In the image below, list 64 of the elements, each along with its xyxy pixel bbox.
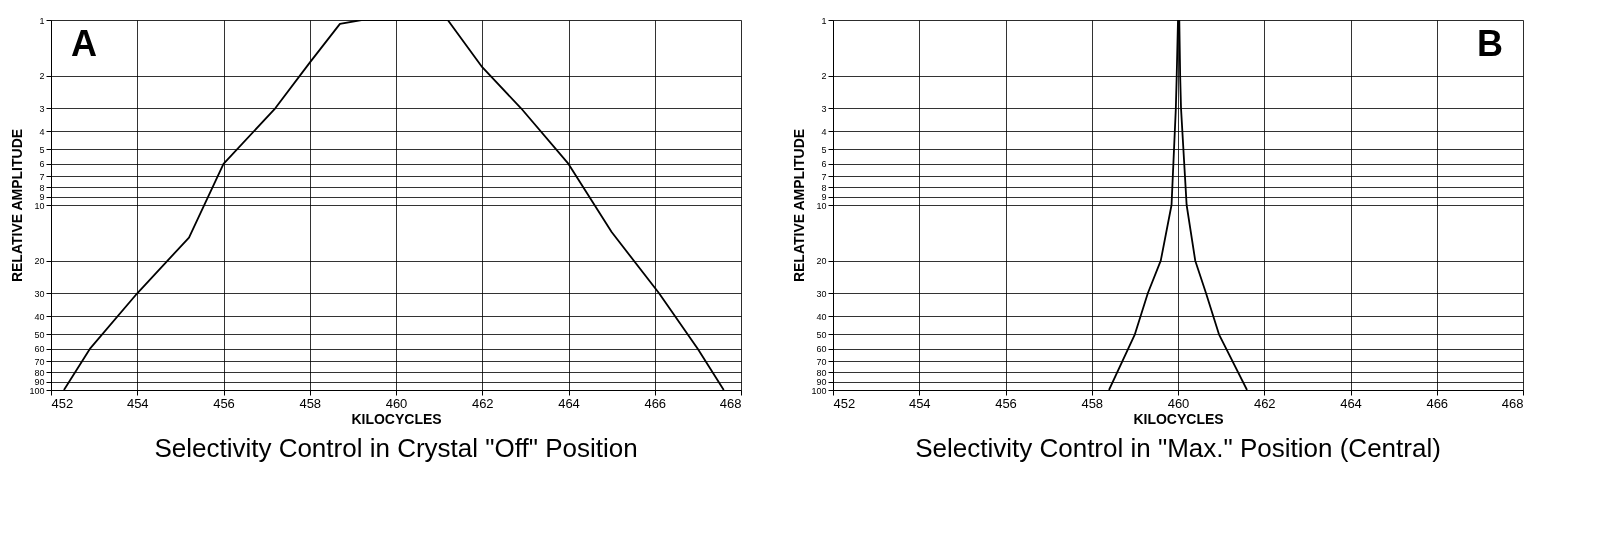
y-tick-label: 9 xyxy=(821,192,827,203)
y-tick-label: 8 xyxy=(39,182,45,193)
x-tick-label: 466 xyxy=(644,395,667,411)
y-tick-label: 4 xyxy=(39,126,45,137)
x-tick-label: 454 xyxy=(908,395,931,411)
y-tick-label: 50 xyxy=(34,329,45,340)
y-tick-label: 6 xyxy=(39,159,45,170)
x-tick-label: 452 xyxy=(51,395,74,411)
y-tick-label: 10 xyxy=(34,200,45,211)
x-tick-label: 456 xyxy=(995,395,1017,411)
y-tick-label: 100 xyxy=(29,385,45,396)
x-tick-label: 452 xyxy=(833,395,856,411)
y-tick-label: 20 xyxy=(816,256,827,267)
y-tick-label: 20 xyxy=(34,256,45,267)
y-tick-label: 40 xyxy=(34,311,45,322)
y-tick-label: 9 xyxy=(39,192,45,203)
y-tick-label: 90 xyxy=(34,377,45,388)
y-tick-label: 70 xyxy=(816,356,827,367)
y-axis-title: RELATIVE AMPLITUDE xyxy=(791,128,808,283)
x-tick-label: 460 xyxy=(1167,395,1190,411)
y-axis-title: RELATIVE AMPLITUDE xyxy=(9,128,26,283)
x-tick-label: 456 xyxy=(213,395,235,411)
x-tick-label: 468 xyxy=(1501,395,1524,411)
x-tick-label: 462 xyxy=(1253,395,1276,411)
x-axis-title: KILOCYCLES xyxy=(351,410,442,427)
y-tick-label: 8 xyxy=(821,182,827,193)
y-tick-label: 10 xyxy=(816,200,827,211)
y-tick-label: 5 xyxy=(821,144,827,155)
y-tick-label: 7 xyxy=(821,171,827,182)
text: Selectivity Control in Crystal "Off" Position xyxy=(154,433,638,463)
y-tick-label: 70 xyxy=(34,356,45,367)
y-tick-label: 3 xyxy=(821,103,827,114)
annotation: A xyxy=(71,23,97,64)
y-tick-label: 5 xyxy=(39,144,45,155)
y-tick-label: 100 xyxy=(811,385,827,396)
y-tick-label: 7 xyxy=(39,171,45,182)
x-tick-label: 458 xyxy=(299,395,322,411)
x-tick-label: 462 xyxy=(471,395,494,411)
y-tick-label: 60 xyxy=(34,344,45,355)
x-axis-title: KILOCYCLES xyxy=(1133,410,1224,427)
x-tick-label: 460 xyxy=(385,395,408,411)
x-tick-label: 464 xyxy=(558,395,580,411)
y-tick-label: 40 xyxy=(816,311,827,322)
y-tick-label: 90 xyxy=(816,377,827,388)
y-tick-label: 6 xyxy=(821,159,827,170)
y-tick-label: 1 xyxy=(39,15,45,26)
x-tick-label: 454 xyxy=(126,395,149,411)
y-tick-label: 60 xyxy=(816,344,827,355)
x-tick-label: 468 xyxy=(719,395,742,411)
y-tick-label: 50 xyxy=(816,329,827,340)
y-tick-label: 80 xyxy=(34,367,45,378)
y-tick-label: 4 xyxy=(821,126,827,137)
x-tick-label: 458 xyxy=(1081,395,1104,411)
y-tick-label: 2 xyxy=(821,71,827,82)
y-tick-label: 3 xyxy=(39,103,45,114)
y-tick-label: 30 xyxy=(816,288,827,299)
y-tick-label: 30 xyxy=(34,288,45,299)
text: Selectivity Control in "Max." Position (Central) xyxy=(915,433,1441,463)
y-tick-label: 1 xyxy=(821,15,827,26)
y-tick-label: 2 xyxy=(39,71,45,82)
x-tick-label: 466 xyxy=(1426,395,1449,411)
x-tick-label: 464 xyxy=(1340,395,1362,411)
y-tick-label: 80 xyxy=(816,367,827,378)
annotation: B xyxy=(1477,23,1503,64)
